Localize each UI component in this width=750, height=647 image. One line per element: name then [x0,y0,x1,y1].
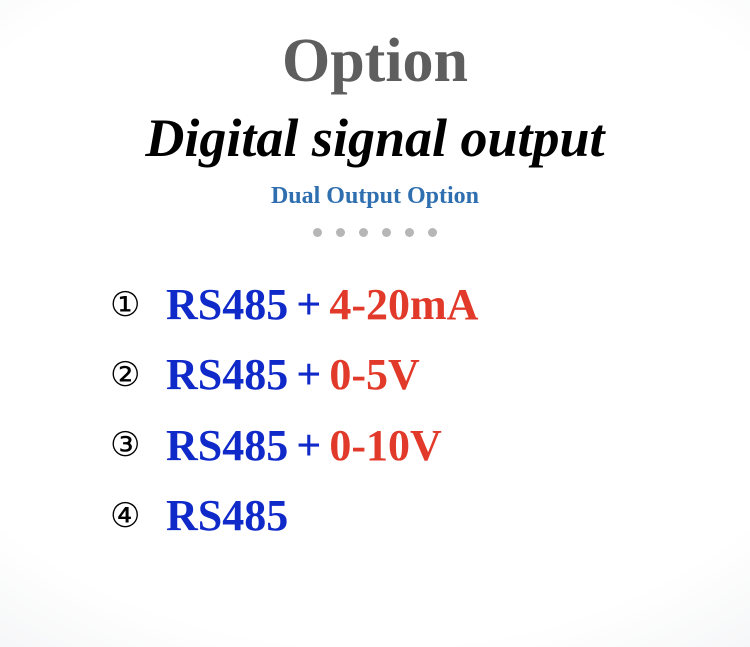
option-primary: RS485 [166,492,288,540]
option-plus: + [288,281,329,329]
option-marker: ② [110,357,166,394]
dot-icon [405,228,414,237]
option-marker: ④ [110,498,166,535]
option-secondary: 0-5V [329,351,419,399]
subtitle: Digital signal output [145,107,604,169]
title: Option [282,26,468,97]
option-secondary: 0-10V [329,422,441,470]
dot-icon [359,228,368,237]
option-marker: ① [110,287,166,324]
options-list: ① RS485 + 4-20mA ② RS485 + 0-5V ③ RS485 … [0,281,478,541]
divider-dots [313,228,437,237]
option-marker: ③ [110,427,166,464]
option-primary: RS485 [166,351,288,399]
option-row: ④ RS485 [110,492,478,540]
option-row: ③ RS485 + 0-10V [110,422,478,470]
option-row: ② RS485 + 0-5V [110,351,478,399]
option-row: ① RS485 + 4-20mA [110,281,478,329]
option-secondary: 4-20mA [329,281,478,329]
option-primary: RS485 [166,422,288,470]
option-plus: + [288,351,329,399]
option-plus: + [288,422,329,470]
dot-icon [336,228,345,237]
dot-icon [313,228,322,237]
tagline: Dual Output Option [271,183,479,210]
option-primary: RS485 [166,281,288,329]
page-container: Option Digital signal output Dual Output… [0,0,750,647]
dot-icon [428,228,437,237]
dot-icon [382,228,391,237]
